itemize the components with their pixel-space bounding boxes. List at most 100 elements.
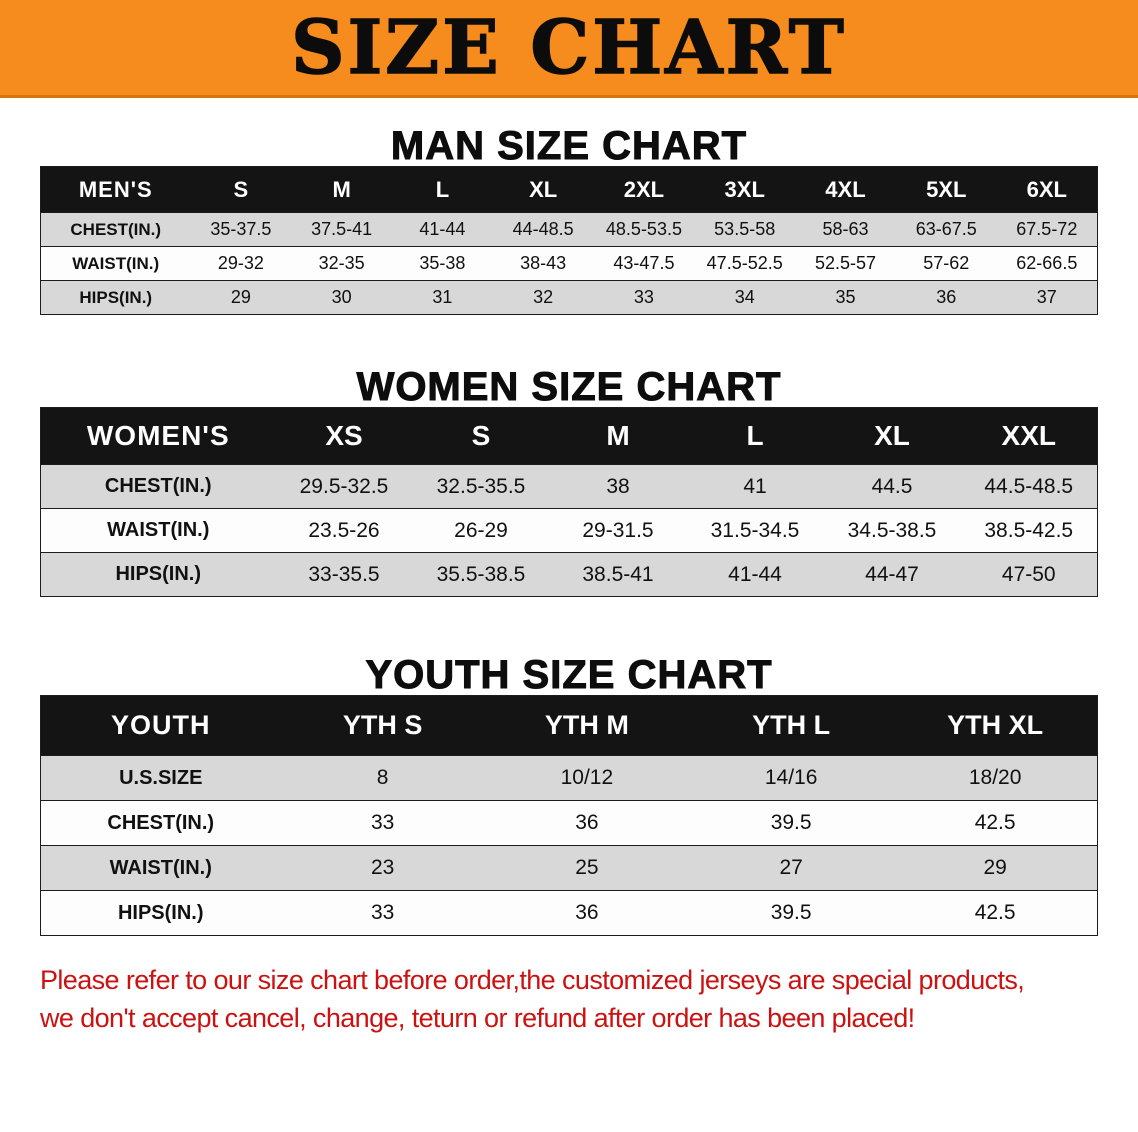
data-cell: 38-43 (492, 246, 594, 281)
row-label: WAIST(IN.) (40, 508, 276, 553)
column-header: S (412, 407, 550, 465)
data-cell: 37.5-41 (291, 212, 393, 247)
men-section-heading: MAN SIZE CHART (390, 124, 748, 168)
disclaimer-text: Please refer to our size chart before or… (40, 962, 1138, 1038)
data-cell: 29-32 (190, 246, 292, 281)
column-header: XS (275, 407, 413, 465)
women-size-table: WOMEN'S XS S M L XL XXL CHEST(IN.) 29.5-… (40, 407, 1098, 597)
data-cell: 25 (484, 845, 689, 891)
column-header: XL (823, 407, 961, 465)
table-row: CHEST(IN.) 35-37.5 37.5-41 41-44 44-48.5… (40, 212, 1098, 247)
data-cell: 36 (484, 800, 689, 846)
data-cell: 23 (280, 845, 485, 891)
data-cell: 44.5 (823, 464, 961, 509)
row-label: WAIST(IN.) (40, 845, 281, 891)
data-cell: 39.5 (689, 890, 894, 936)
men-header-row: MEN'S S M L XL 2XL 3XL 4XL 5XL 6XL (40, 166, 1098, 213)
row-label: HIPS(IN.) (40, 552, 276, 597)
data-cell: 43-47.5 (593, 246, 695, 281)
data-cell: 37 (996, 280, 1098, 315)
data-cell: 30 (291, 280, 393, 315)
data-cell: 47.5-52.5 (694, 246, 796, 281)
data-cell: 29 (893, 845, 1098, 891)
data-cell: 27 (689, 845, 894, 891)
data-cell: 38.5-42.5 (960, 508, 1098, 553)
table-row: WAIST(IN.) 29-32 32-35 35-38 38-43 43-47… (40, 246, 1098, 281)
column-header: 5XL (895, 166, 997, 213)
column-header: L (686, 407, 824, 465)
women-header-row: WOMEN'S XS S M L XL XXL (40, 407, 1098, 465)
data-cell: 35-38 (392, 246, 493, 281)
table-row: CHEST(IN.) 29.5-32.5 32.5-35.5 38 41 44.… (40, 464, 1098, 509)
table-row: HIPS(IN.) 33 36 39.5 42.5 (40, 890, 1098, 936)
data-cell: 52.5-57 (795, 246, 896, 281)
data-cell: 23.5-26 (275, 508, 413, 553)
data-cell: 35-37.5 (190, 212, 292, 247)
data-cell: 41-44 (686, 552, 824, 597)
data-cell: 31 (392, 280, 493, 315)
banner-title: SIZE CHART (290, 4, 847, 91)
youth-corner-label: YOUTH (40, 695, 281, 756)
women-section-heading: WOMEN SIZE CHART (356, 365, 782, 409)
row-label: U.S.SIZE (40, 755, 281, 801)
data-cell: 41-44 (392, 212, 493, 247)
data-cell: 35 (795, 280, 896, 315)
row-label: CHEST(IN.) (40, 464, 276, 509)
data-cell: 39.5 (689, 800, 894, 846)
column-header: YTH XL (893, 695, 1098, 756)
data-cell: 42.5 (893, 800, 1098, 846)
table-row: U.S.SIZE 8 10/12 14/16 18/20 (40, 755, 1098, 801)
data-cell: 63-67.5 (895, 212, 997, 247)
size-chart-banner: SIZE CHART (0, 0, 1138, 98)
column-header: 2XL (593, 166, 695, 213)
table-row: HIPS(IN.) 33-35.5 35.5-38.5 38.5-41 41-4… (40, 552, 1098, 597)
table-row: HIPS(IN.) 29 30 31 32 33 34 35 36 37 (40, 280, 1098, 315)
data-cell: 67.5-72 (996, 212, 1098, 247)
data-cell: 48.5-53.5 (593, 212, 695, 247)
data-cell: 35.5-38.5 (412, 552, 550, 597)
youth-section-heading: YOUTH SIZE CHART (365, 653, 773, 697)
row-label: CHEST(IN.) (40, 800, 281, 846)
data-cell: 36 (484, 890, 689, 936)
data-cell: 41 (686, 464, 824, 509)
column-header: 3XL (694, 166, 796, 213)
women-corner-label: WOMEN'S (40, 407, 276, 465)
row-label: CHEST(IN.) (40, 212, 191, 247)
data-cell: 38 (549, 464, 687, 509)
data-cell: 8 (280, 755, 485, 801)
data-cell: 26-29 (412, 508, 550, 553)
data-cell: 32-35 (291, 246, 393, 281)
data-cell: 33 (280, 890, 485, 936)
data-cell: 33 (593, 280, 695, 315)
data-cell: 14/16 (689, 755, 894, 801)
column-header: L (392, 166, 493, 213)
column-header: M (549, 407, 687, 465)
data-cell: 29 (190, 280, 292, 315)
column-header: M (291, 166, 393, 213)
data-cell: 47-50 (960, 552, 1098, 597)
data-cell: 33-35.5 (275, 552, 413, 597)
column-header: S (190, 166, 292, 213)
data-cell: 44-47 (823, 552, 961, 597)
disclaimer-line-2: we don't accept cancel, change, teturn o… (40, 1002, 915, 1033)
table-row: CHEST(IN.) 33 36 39.5 42.5 (40, 800, 1098, 846)
row-label: HIPS(IN.) (40, 280, 191, 315)
column-header: YTH M (484, 695, 689, 756)
data-cell: 10/12 (484, 755, 689, 801)
data-cell: 38.5-41 (549, 552, 687, 597)
data-cell: 33 (280, 800, 485, 846)
data-cell: 44-48.5 (492, 212, 594, 247)
row-label: WAIST(IN.) (40, 246, 191, 281)
data-cell: 62-66.5 (996, 246, 1098, 281)
data-cell: 32.5-35.5 (412, 464, 550, 509)
data-cell: 18/20 (893, 755, 1098, 801)
data-cell: 58-63 (795, 212, 896, 247)
column-header: XXL (960, 407, 1098, 465)
column-header: YTH L (689, 695, 894, 756)
data-cell: 44.5-48.5 (960, 464, 1098, 509)
data-cell: 34.5-38.5 (823, 508, 961, 553)
data-cell: 36 (895, 280, 997, 315)
table-row: WAIST(IN.) 23 25 27 29 (40, 845, 1098, 891)
data-cell: 53.5-58 (694, 212, 796, 247)
data-cell: 34 (694, 280, 796, 315)
